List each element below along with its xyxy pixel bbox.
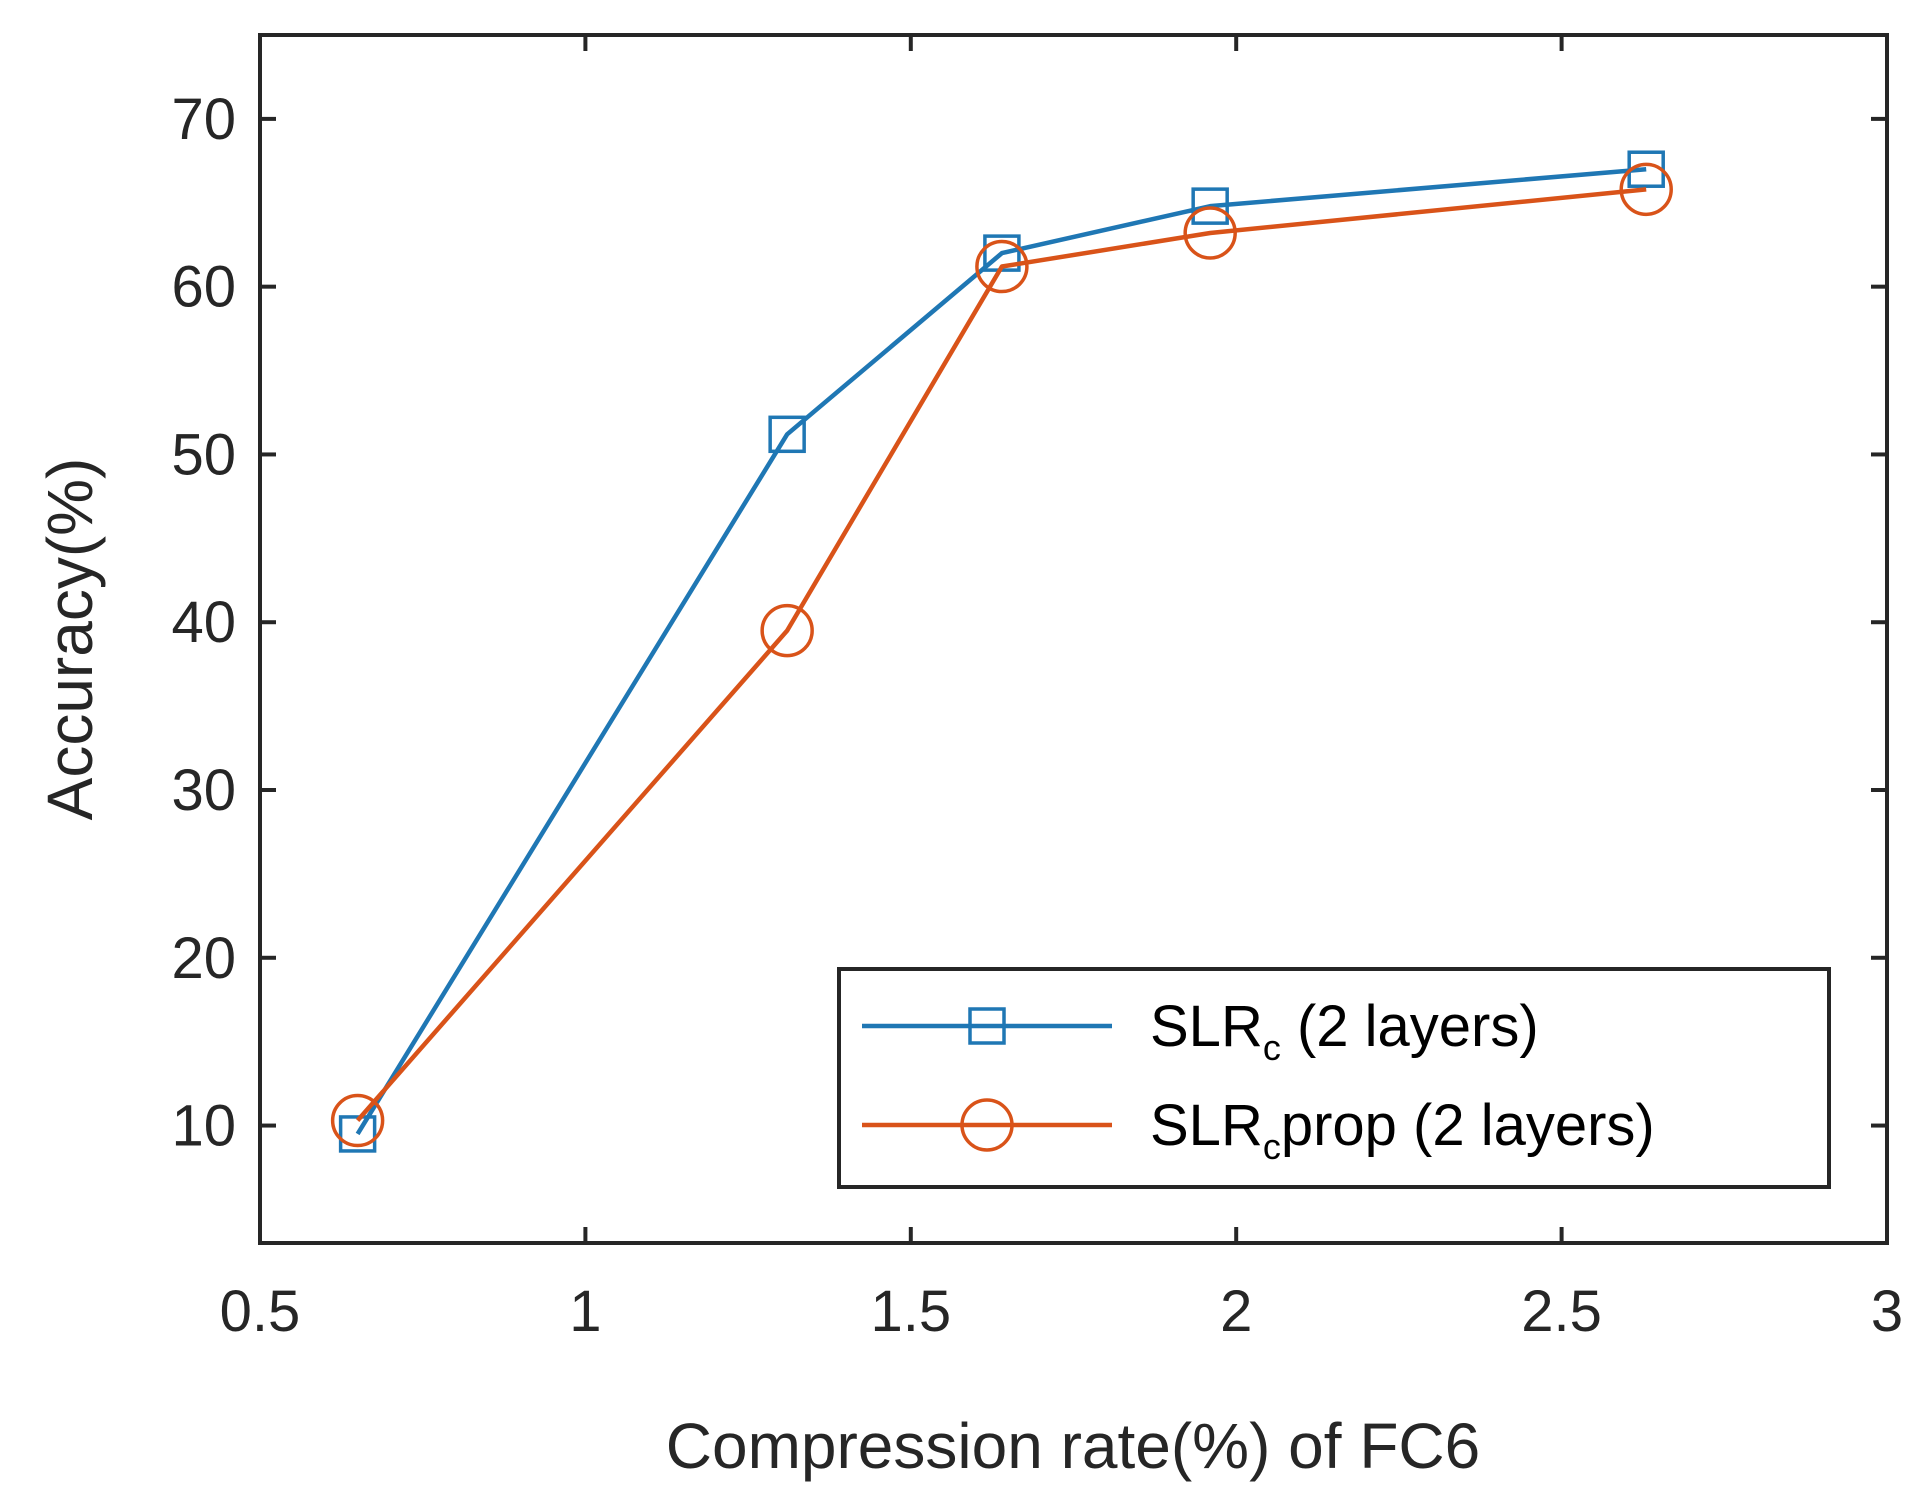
series-2: [330, 162, 1673, 1148]
x-tick-label: 0.5: [220, 1279, 301, 1344]
data-point-square: [338, 1115, 377, 1153]
legend-item-2: SLRcprop (2 layers): [862, 1093, 1655, 1167]
legend-marker-square: [968, 1007, 1006, 1045]
x-axis-ticks: 0.5 1 1.5 2 2.5 3: [220, 35, 1903, 1344]
y-tick-label: 40: [171, 590, 236, 655]
data-point-circle: [975, 239, 1029, 294]
data-point-circle: [760, 603, 814, 658]
y-tick-label: 30: [171, 758, 236, 823]
x-axis-title: Compression rate(%) of FC6: [666, 1410, 1480, 1482]
y-axis-title: Accuracy(%): [34, 458, 106, 821]
y-tick-label: 10: [171, 1094, 236, 1159]
y-tick-label: 70: [171, 87, 236, 152]
x-tick-label: 3: [1871, 1279, 1903, 1344]
data-point-square: [768, 415, 806, 454]
data-point-circle: [330, 1093, 385, 1148]
series-1: [338, 150, 1665, 1153]
data-point-square: [1191, 187, 1229, 225]
series-line: [355, 187, 1647, 1123]
legend-marker-circle: [960, 1098, 1014, 1152]
legend: SLRc (2 layers) SLRcprop (2 layers): [837, 967, 1831, 1189]
x-tick-label: 1.5: [870, 1279, 951, 1344]
y-axis-ticks: 10 20 30 40 50 60 70: [171, 87, 1887, 1159]
x-tick-label: 2: [1220, 1279, 1252, 1344]
y-tick-label: 20: [171, 926, 236, 991]
legend-box: [837, 967, 1831, 1189]
data-point-circle: [1183, 206, 1237, 260]
legend-label: SLRcprop (2 layers): [1150, 1093, 1655, 1167]
y-tick-label: 60: [171, 255, 236, 320]
x-tick-label: 1: [569, 1279, 601, 1344]
x-tick-label: 2.5: [1521, 1279, 1602, 1344]
series-line: [355, 166, 1647, 1136]
legend-item-1: SLRc (2 layers): [862, 994, 1539, 1068]
data-point-circle: [1619, 162, 1673, 217]
legend-label: SLRc (2 layers): [1150, 994, 1539, 1068]
y-tick-label: 50: [171, 422, 236, 487]
series-layer: [330, 150, 1673, 1153]
